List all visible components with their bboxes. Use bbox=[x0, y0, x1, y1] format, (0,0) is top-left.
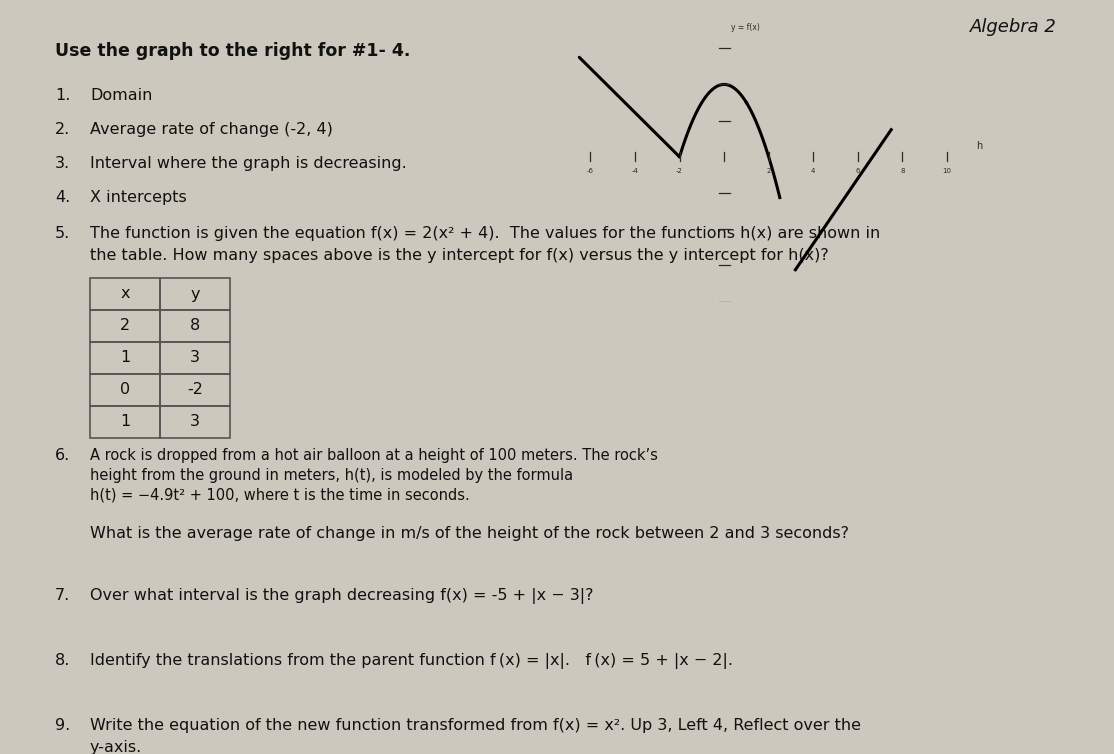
Text: 8.: 8. bbox=[55, 653, 70, 668]
Text: height from the ground in meters, h(t), is modeled by the formula: height from the ground in meters, h(t), … bbox=[90, 468, 573, 483]
Text: 3.: 3. bbox=[55, 156, 70, 171]
Text: Write the equation of the new function transformed from f(x) = x². Up 3, Left 4,: Write the equation of the new function t… bbox=[90, 718, 861, 733]
Text: 3: 3 bbox=[190, 351, 201, 366]
Text: -2: -2 bbox=[187, 382, 203, 397]
Text: A rock is dropped from a hot air balloon at a height of 100 meters. The rock’s: A rock is dropped from a hot air balloon… bbox=[90, 448, 658, 463]
Text: 4.: 4. bbox=[55, 190, 70, 205]
Text: the table. How many spaces above is the y intercept for f(x) versus the y interc: the table. How many spaces above is the … bbox=[90, 248, 829, 263]
Text: 2.: 2. bbox=[55, 122, 70, 137]
Text: y = f(x): y = f(x) bbox=[731, 23, 760, 32]
Text: x: x bbox=[120, 287, 129, 302]
Text: y-axis.: y-axis. bbox=[90, 740, 143, 754]
Text: 1: 1 bbox=[120, 351, 130, 366]
Text: h: h bbox=[976, 142, 983, 152]
Text: 6.: 6. bbox=[55, 448, 70, 463]
Text: Interval where the graph is decreasing.: Interval where the graph is decreasing. bbox=[90, 156, 407, 171]
Text: 2: 2 bbox=[120, 318, 130, 333]
Text: 3: 3 bbox=[190, 415, 201, 430]
Text: h(t) = −4.9t² + 100, where t is the time in seconds.: h(t) = −4.9t² + 100, where t is the time… bbox=[90, 488, 470, 503]
Text: 1.: 1. bbox=[55, 88, 70, 103]
Text: 2: 2 bbox=[766, 167, 771, 173]
Text: 1: 1 bbox=[120, 415, 130, 430]
Text: Over what interval is the graph decreasing f(x) = -5 + |x − 3|?: Over what interval is the graph decreasi… bbox=[90, 588, 594, 604]
Text: 6: 6 bbox=[856, 167, 860, 173]
Text: 7.: 7. bbox=[55, 588, 70, 603]
Text: 8: 8 bbox=[189, 318, 201, 333]
Text: 8: 8 bbox=[900, 167, 905, 173]
Text: 5.: 5. bbox=[55, 226, 70, 241]
Text: Identify the translations from the parent function f (x) = |x|.   f (x) = 5 + |x: Identify the translations from the paren… bbox=[90, 653, 733, 669]
Text: 0: 0 bbox=[120, 382, 130, 397]
Text: Domain: Domain bbox=[90, 88, 153, 103]
Text: -4: -4 bbox=[632, 167, 638, 173]
Text: 9.: 9. bbox=[55, 718, 70, 733]
Text: -6: -6 bbox=[587, 167, 594, 173]
Text: 4: 4 bbox=[811, 167, 815, 173]
Text: Algebra 2: Algebra 2 bbox=[970, 18, 1057, 36]
Text: Average rate of change (-2, 4): Average rate of change (-2, 4) bbox=[90, 122, 333, 137]
Text: 10: 10 bbox=[942, 167, 951, 173]
Text: y: y bbox=[190, 287, 199, 302]
Text: -2: -2 bbox=[676, 167, 683, 173]
Text: X intercepts: X intercepts bbox=[90, 190, 187, 205]
Text: The function is given the equation f(x) = 2(x² + 4).  The values for the functio: The function is given the equation f(x) … bbox=[90, 226, 880, 241]
Text: What is the average rate of change in m/s of the height of the rock between 2 an: What is the average rate of change in m/… bbox=[90, 526, 849, 541]
Text: Use the graph to the right for #1- 4.: Use the graph to the right for #1- 4. bbox=[55, 42, 410, 60]
